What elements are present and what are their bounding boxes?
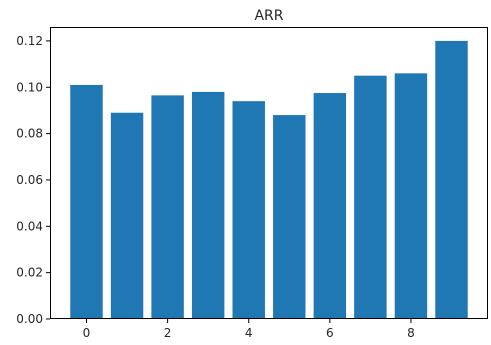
y-tick-label: 0.10: [16, 80, 43, 94]
plot-frame: [50, 27, 488, 319]
y-tick-label: 0.02: [16, 266, 43, 280]
bar-4: [232, 101, 265, 320]
bar-2: [151, 95, 184, 319]
y-tick-label: 0.04: [16, 219, 43, 233]
x-tick-label: 0: [83, 326, 91, 340]
y-axis-ticks: 0.00 0.02 0.04 0.06 0.08 0.10 0.12: [16, 34, 50, 326]
bar-0: [70, 84, 103, 319]
x-axis-ticks: 0 2 4 6 8: [83, 319, 415, 340]
bar-7: [354, 75, 387, 320]
x-tick-label: 4: [245, 326, 253, 340]
x-tick-label: 6: [326, 326, 334, 340]
x-tick-label: 2: [164, 326, 172, 340]
y-tick-label: 0.08: [16, 127, 43, 141]
bar-3: [191, 91, 225, 319]
chart-title: ARR: [254, 8, 283, 24]
x-tick-label: 8: [407, 326, 415, 340]
bar-6: [313, 93, 347, 319]
bar-9: [435, 40, 468, 320]
y-tick-label: 0.06: [16, 173, 43, 187]
bar-5: [273, 115, 306, 319]
bar-8: [394, 73, 428, 319]
bar-1: [110, 112, 144, 319]
y-tick-label: 0.12: [16, 34, 43, 48]
bars-group: [70, 40, 468, 320]
y-tick-label: 0.00: [16, 312, 43, 326]
